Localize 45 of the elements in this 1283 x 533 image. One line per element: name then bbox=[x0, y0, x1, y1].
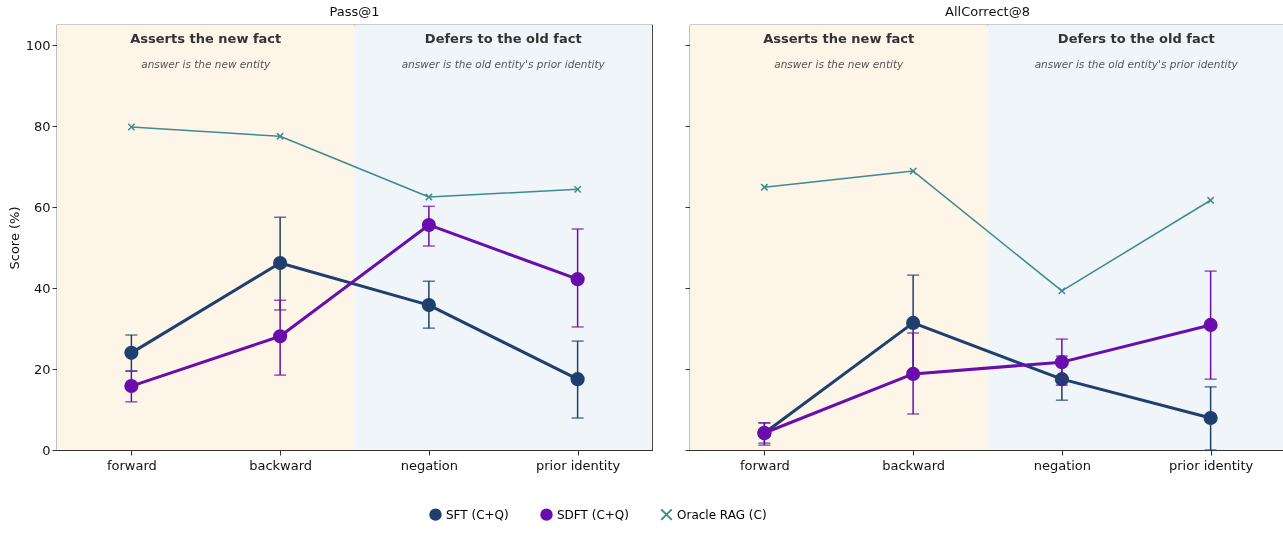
band-label: Asserts the new fact bbox=[763, 31, 915, 46]
point bbox=[906, 366, 921, 381]
y-tick-label: 0 bbox=[42, 442, 51, 458]
x-tick-label: backward bbox=[249, 457, 313, 473]
annotation: answer is the old entity's prior identity bbox=[401, 58, 606, 70]
annotation: answer is the new entity bbox=[141, 58, 272, 70]
y-tick-label: 80 bbox=[33, 118, 51, 134]
x-tick-label: forward bbox=[106, 457, 157, 473]
x-tick-label: forward bbox=[739, 457, 790, 473]
band-label: Asserts the new fact bbox=[130, 31, 282, 46]
point bbox=[1054, 355, 1069, 370]
point bbox=[760, 183, 769, 192]
point bbox=[124, 378, 139, 394]
y-tick-label: 100 bbox=[25, 37, 51, 53]
legend-label: SDFT (C+Q) bbox=[557, 507, 629, 522]
y-tick-label: 40 bbox=[33, 280, 51, 296]
chart-title: AllCorrect@8 bbox=[945, 4, 1030, 19]
point bbox=[909, 167, 918, 176]
point bbox=[1057, 287, 1066, 295]
point bbox=[570, 272, 585, 287]
y-tick-label: 60 bbox=[33, 199, 51, 215]
band-label: Defers to the old fact bbox=[424, 31, 582, 46]
x-tick-label: backward bbox=[882, 457, 946, 473]
annotation: answer is the old entity's prior identity bbox=[1034, 58, 1239, 70]
x-tick-label: prior identity bbox=[1169, 457, 1254, 473]
x-tick-label: negation bbox=[400, 457, 459, 473]
point bbox=[1203, 410, 1218, 426]
chart-title: Pass@1 bbox=[329, 4, 380, 19]
annotation: answer is the new entity bbox=[774, 58, 905, 70]
point bbox=[273, 255, 288, 271]
point bbox=[573, 185, 582, 194]
point bbox=[124, 345, 139, 360]
point bbox=[421, 298, 436, 313]
point bbox=[273, 329, 288, 344]
band-label: Defers to the old fact bbox=[1057, 31, 1215, 46]
point bbox=[421, 217, 436, 233]
legend-label: Oracle RAG (C) bbox=[677, 507, 767, 522]
y-axis-title: Score (%) bbox=[6, 206, 22, 270]
point bbox=[570, 372, 585, 387]
x-tick-label: prior identity bbox=[536, 457, 621, 473]
legend-label: SFT (C+Q) bbox=[446, 507, 509, 522]
x-tick-label: negation bbox=[1033, 457, 1092, 473]
point bbox=[906, 315, 921, 330]
y-tick-label: 20 bbox=[33, 361, 51, 377]
point bbox=[1203, 317, 1218, 332]
